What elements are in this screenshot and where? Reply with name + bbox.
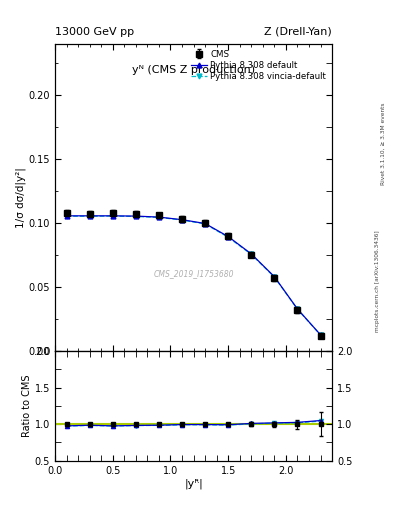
Pythia 8.308 default: [249, 251, 253, 257]
Text: yᴺ (CMS Z production): yᴺ (CMS Z production): [132, 65, 255, 75]
Line: Pythia 8.308 default: Pythia 8.308 default: [64, 214, 323, 337]
Pythia 8.308 default: [180, 217, 184, 223]
Text: mcplots.cern.ch [arXiv:1306.3436]: mcplots.cern.ch [arXiv:1306.3436]: [375, 231, 380, 332]
Pythia 8.308 default: [295, 306, 300, 312]
Pythia 8.308 vincia-default: [272, 274, 277, 280]
Pythia 8.308 vincia-default: [110, 213, 115, 219]
Pythia 8.308 vincia-default: [180, 217, 184, 223]
Text: CMS_2019_I1753680: CMS_2019_I1753680: [153, 270, 234, 279]
Pythia 8.308 default: [110, 213, 115, 219]
Pythia 8.308 default: [318, 332, 323, 338]
Pythia 8.308 vincia-default: [134, 214, 138, 220]
Pythia 8.308 default: [226, 233, 231, 240]
Pythia 8.308 default: [156, 214, 161, 220]
Pythia 8.308 default: [203, 221, 208, 227]
Pythia 8.308 vincia-default: [156, 215, 161, 221]
Pythia 8.308 vincia-default: [226, 234, 231, 240]
Y-axis label: Ratio to CMS: Ratio to CMS: [22, 375, 32, 437]
Text: Rivet 3.1.10, ≥ 3.3M events: Rivet 3.1.10, ≥ 3.3M events: [381, 102, 386, 185]
Pythia 8.308 vincia-default: [64, 213, 69, 219]
Pythia 8.308 default: [64, 213, 69, 219]
Text: Z (Drell-Yan): Z (Drell-Yan): [264, 27, 332, 37]
Line: Pythia 8.308 vincia-default: Pythia 8.308 vincia-default: [64, 214, 323, 337]
X-axis label: |yᴿ|: |yᴿ|: [184, 478, 203, 489]
Legend: CMS, Pythia 8.308 default, Pythia 8.308 vincia-default: CMS, Pythia 8.308 default, Pythia 8.308 …: [189, 48, 328, 82]
Pythia 8.308 vincia-default: [249, 251, 253, 258]
Text: 13000 GeV pp: 13000 GeV pp: [55, 27, 134, 37]
Pythia 8.308 default: [272, 273, 277, 280]
Pythia 8.308 vincia-default: [295, 306, 300, 312]
Pythia 8.308 vincia-default: [87, 213, 92, 219]
Y-axis label: 1/σ dσ/d|y²|: 1/σ dσ/d|y²|: [15, 167, 26, 228]
Pythia 8.308 vincia-default: [318, 332, 323, 338]
Pythia 8.308 default: [87, 213, 92, 219]
Pythia 8.308 vincia-default: [203, 221, 208, 227]
Pythia 8.308 default: [134, 213, 138, 219]
